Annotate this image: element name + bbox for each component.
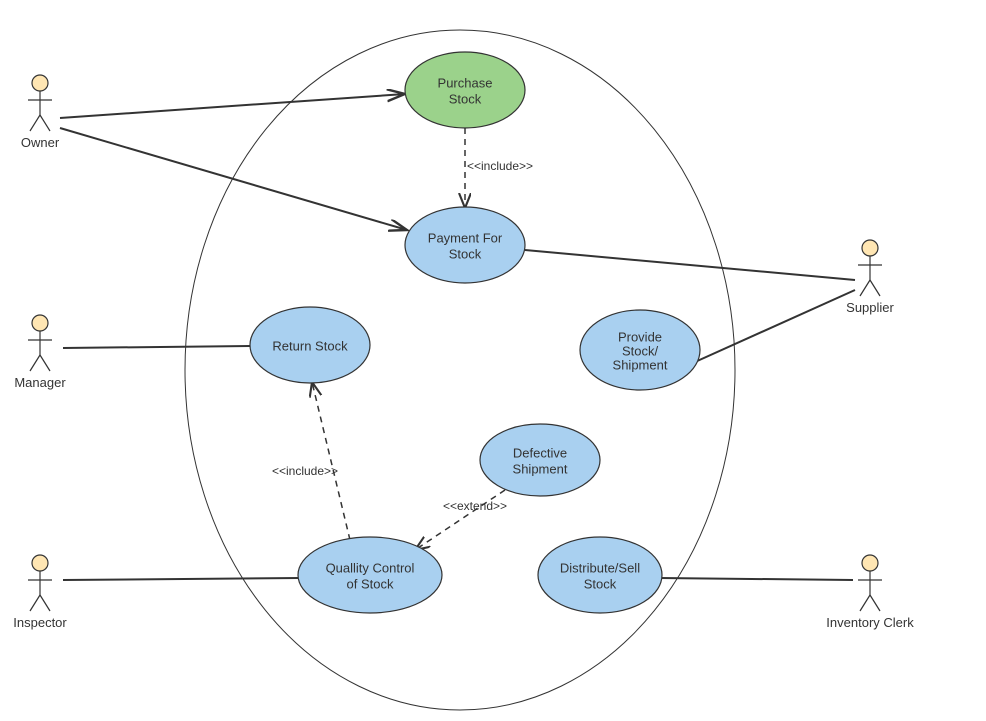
- usecase-distribute-sell: Distribute/Sell Stock: [538, 537, 662, 613]
- actor-inspector: Inspector: [13, 555, 67, 630]
- actor-owner: Owner: [21, 75, 60, 150]
- assoc-owner-payment: [60, 128, 407, 230]
- svg-text:Stock: Stock: [449, 91, 482, 106]
- svg-text:Supplier: Supplier: [846, 300, 894, 315]
- svg-text:Stock/: Stock/: [622, 343, 659, 358]
- svg-text:Inventory Clerk: Inventory Clerk: [826, 615, 914, 630]
- assoc-supplier-payment: [525, 250, 855, 280]
- dep-label-include-1: <<include>>: [467, 159, 533, 173]
- svg-text:Owner: Owner: [21, 135, 60, 150]
- usecase-payment-for-stock: Payment For Stock: [405, 207, 525, 283]
- svg-text:Purchase: Purchase: [438, 75, 493, 90]
- actor-inventory-clerk: Inventory Clerk: [826, 555, 914, 630]
- svg-text:Stock: Stock: [584, 576, 617, 591]
- svg-text:Shipment: Shipment: [513, 461, 568, 476]
- assoc-supplier-provide: [695, 290, 855, 362]
- svg-text:of Stock: of Stock: [347, 576, 394, 591]
- assoc-inspector-quality: [63, 578, 300, 580]
- dep-label-include-2: <<include>>: [272, 464, 338, 478]
- svg-text:Provide: Provide: [618, 329, 662, 344]
- svg-text:Payment For: Payment For: [428, 230, 503, 245]
- svg-text:Manager: Manager: [14, 375, 66, 390]
- usecase-provide-stock-shipment: Provide Stock/ Shipment: [580, 310, 700, 390]
- svg-text:Stock: Stock: [449, 246, 482, 261]
- actor-supplier: Supplier: [846, 240, 894, 315]
- assoc-manager-return: [63, 346, 250, 348]
- svg-text:Return Stock: Return Stock: [272, 338, 348, 353]
- svg-text:Shipment: Shipment: [613, 357, 668, 372]
- svg-text:Distribute/Sell: Distribute/Sell: [560, 560, 640, 575]
- svg-text:Defective: Defective: [513, 445, 567, 460]
- assoc-owner-purchase: [60, 94, 405, 118]
- svg-text:Quallity Control: Quallity Control: [326, 560, 415, 575]
- usecase-defective-shipment: Defective Shipment: [480, 424, 600, 496]
- dep-label-extend: <<extend>>: [443, 499, 507, 513]
- assoc-clerk-distribute: [660, 578, 853, 580]
- actor-manager: Manager: [14, 315, 66, 390]
- svg-text:Inspector: Inspector: [13, 615, 67, 630]
- usecase-return-stock: Return Stock: [250, 307, 370, 383]
- dep-quality-return: [312, 382, 350, 540]
- usecase-quality-control: Quallity Control of Stock: [298, 537, 442, 613]
- usecase-purchase-stock: Purchase Stock: [405, 52, 525, 128]
